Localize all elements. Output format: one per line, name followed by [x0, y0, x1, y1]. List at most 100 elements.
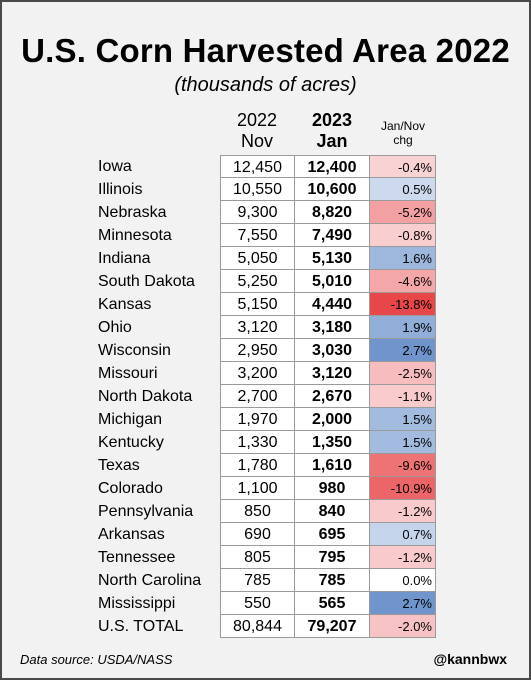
- change-value: -9.6%: [369, 454, 436, 477]
- table-row: Indiana 5,050 5,130 1.6%: [2, 247, 529, 270]
- state-label: Pennsylvania: [98, 503, 194, 520]
- table-row: Tennessee 805 795 -1.2%: [2, 546, 529, 569]
- change-value: -2.0%: [369, 615, 436, 638]
- state-label: Wisconsin: [98, 342, 171, 359]
- table-row: Kentucky 1,330 1,350 1.5%: [2, 431, 529, 454]
- change-value: 2.7%: [369, 592, 436, 615]
- column-header-nov-year: 2022: [236, 110, 278, 130]
- nov-value: 80,844: [220, 615, 295, 638]
- table-row: Missouri 3,200 3,120 -2.5%: [2, 362, 529, 385]
- chart-subtitle: (thousands of acres): [174, 74, 357, 96]
- table-row: North Dakota 2,700 2,670 -1.1%: [2, 385, 529, 408]
- state-label: Mississippi: [98, 595, 176, 612]
- state-label: Missouri: [98, 365, 158, 382]
- column-header-jan-year: 2023: [311, 110, 353, 130]
- jan-value: 2,000: [294, 408, 370, 431]
- nov-value: 10,550: [220, 178, 295, 201]
- change-value: -13.8%: [369, 293, 436, 316]
- nov-value: 690: [220, 523, 295, 546]
- state-label: Ohio: [98, 319, 132, 336]
- table-row: Michigan 1,970 2,000 1.5%: [2, 408, 529, 431]
- state-label: Iowa: [98, 158, 132, 175]
- data-source: Data source: USDA/NASS: [20, 652, 173, 667]
- change-value: 0.7%: [369, 523, 436, 546]
- state-label: North Carolina: [98, 572, 202, 589]
- table-row: South Dakota 5,250 5,010 -4.6%: [2, 270, 529, 293]
- change-value: 2.7%: [369, 339, 436, 362]
- change-value: -0.8%: [369, 224, 436, 247]
- nov-value: 3,120: [220, 316, 295, 339]
- nov-value: 2,700: [220, 385, 295, 408]
- table-row: Mississippi 550 565 2.7%: [2, 592, 529, 615]
- state-label: Kansas: [98, 296, 152, 313]
- column-header-chg-line2: chg: [393, 133, 413, 147]
- column-header-jan: 2023 Jan: [294, 110, 370, 152]
- jan-value: 7,490: [294, 224, 370, 247]
- nov-value: 2,950: [220, 339, 295, 362]
- table-row: Arkansas 690 695 0.7%: [2, 523, 529, 546]
- nov-value: 9,300: [220, 201, 295, 224]
- jan-value: 1,350: [294, 431, 370, 454]
- change-value: -5.2%: [369, 201, 436, 224]
- table-row: Colorado 1,100 980 -10.9%: [2, 477, 529, 500]
- nov-value: 1,100: [220, 477, 295, 500]
- column-header-chg-line1: Jan/Nov: [380, 119, 426, 133]
- change-value: -1.1%: [369, 385, 436, 408]
- state-label: Arkansas: [98, 526, 165, 543]
- jan-value: 785: [294, 569, 370, 592]
- jan-value: 79,207: [294, 615, 370, 638]
- jan-value: 3,180: [294, 316, 370, 339]
- change-value: -1.2%: [369, 546, 436, 569]
- jan-value: 8,820: [294, 201, 370, 224]
- jan-value: 4,440: [294, 293, 370, 316]
- table-row: Texas 1,780 1,610 -9.6%: [2, 454, 529, 477]
- table-row: Minnesota 7,550 7,490 -0.8%: [2, 224, 529, 247]
- change-value: -2.5%: [369, 362, 436, 385]
- nov-value: 1,970: [220, 408, 295, 431]
- column-header-nov-month: Nov: [240, 131, 273, 151]
- nov-value: 5,150: [220, 293, 295, 316]
- table-row: Wisconsin 2,950 3,030 2.7%: [2, 339, 529, 362]
- jan-value: 565: [294, 592, 370, 615]
- column-header-nov: 2022 Nov: [220, 110, 294, 152]
- nov-value: 805: [220, 546, 295, 569]
- state-label: Indiana: [98, 250, 151, 267]
- nov-value: 1,330: [220, 431, 295, 454]
- nov-value: 5,050: [220, 247, 295, 270]
- change-value: -10.9%: [369, 477, 436, 500]
- state-label: Illinois: [98, 181, 143, 198]
- change-value: 0.5%: [369, 178, 436, 201]
- column-header-chg: Jan/Nov chg: [370, 119, 436, 147]
- jan-value: 980: [294, 477, 370, 500]
- state-label: Colorado: [98, 480, 163, 497]
- jan-value: 795: [294, 546, 370, 569]
- state-label: Nebraska: [98, 204, 167, 221]
- table-row: Nebraska 9,300 8,820 -5.2%: [2, 201, 529, 224]
- change-value: 1.5%: [369, 408, 436, 431]
- jan-value: 2,670: [294, 385, 370, 408]
- state-label: Kentucky: [98, 434, 164, 451]
- nov-value: 850: [220, 500, 295, 523]
- jan-value: 10,600: [294, 178, 370, 201]
- nov-value: 550: [220, 592, 295, 615]
- change-value: -1.2%: [369, 500, 436, 523]
- table-row: Pennsylvania 850 840 -1.2%: [2, 500, 529, 523]
- table-row: Ohio 3,120 3,180 1.9%: [2, 316, 529, 339]
- jan-value: 3,120: [294, 362, 370, 385]
- change-value: 1.6%: [369, 247, 436, 270]
- jan-value: 12,400: [294, 155, 370, 178]
- jan-value: 1,610: [294, 454, 370, 477]
- change-value: 1.5%: [369, 431, 436, 454]
- jan-value: 5,130: [294, 247, 370, 270]
- nov-value: 7,550: [220, 224, 295, 247]
- column-header-jan-month: Jan: [316, 131, 348, 151]
- table-row: U.S. TOTAL 80,844 79,207 -2.0%: [2, 615, 529, 638]
- state-label: North Dakota: [98, 388, 193, 405]
- nov-value: 1,780: [220, 454, 295, 477]
- table-row: Illinois 10,550 10,600 0.5%: [2, 178, 529, 201]
- nov-value: 5,250: [220, 270, 295, 293]
- jan-value: 695: [294, 523, 370, 546]
- table-row: North Carolina 785 785 0.0%: [2, 569, 529, 592]
- author-handle: @kannbwx: [433, 651, 507, 667]
